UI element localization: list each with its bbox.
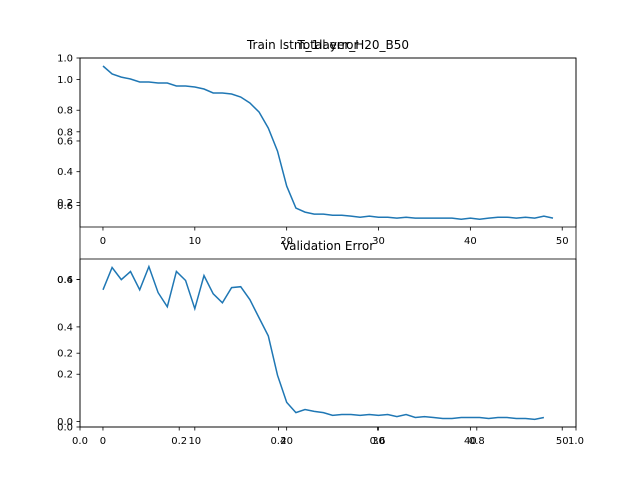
- y-tick-label: 0.2: [57, 198, 73, 209]
- data-line: [102, 65, 554, 220]
- y-tick-label: 0.8: [57, 106, 73, 117]
- x-tick-label: 20: [280, 436, 293, 447]
- x-tick-label: 0: [100, 236, 106, 247]
- x-tick-label: 50: [556, 436, 569, 447]
- y-tick-label: 0.6: [57, 201, 73, 212]
- y-tick-label: 1.0: [57, 75, 73, 86]
- x-tick-label: 40: [464, 436, 477, 447]
- y-tick-label: 1.0: [57, 54, 73, 65]
- y-tick-label: 0.0: [57, 417, 73, 428]
- y-tick-label: 0.4: [57, 275, 73, 286]
- x-tick-label: 30: [372, 236, 385, 247]
- y-tick-label: 0.6: [57, 275, 73, 286]
- data-line: [102, 264, 545, 421]
- axes-frame: [79, 258, 577, 428]
- y-tick-label: 0.2: [57, 370, 73, 381]
- x-tick-label: 0.8: [469, 436, 485, 447]
- x-tick-label: 0: [100, 436, 106, 447]
- y-tick-label: 0.6: [57, 136, 73, 147]
- x-tick-label: 20: [280, 236, 293, 247]
- y-tick-label: 0.4: [57, 167, 73, 178]
- x-tick-label: 0.0: [72, 436, 88, 447]
- x-tick-label: 0.6: [370, 436, 386, 447]
- x-tick-label: 50: [556, 236, 569, 247]
- x-tick-label: 40: [464, 236, 477, 247]
- x-tick-label: 1.0: [568, 436, 584, 447]
- axes-title: Total error: [297, 38, 359, 52]
- x-tick-label: 10: [188, 236, 201, 247]
- axes-title: Train lstm_1layer_H20_B50: [246, 38, 409, 52]
- y-tick-label: 0.4: [57, 322, 73, 333]
- y-tick-label: 0.2: [57, 349, 73, 360]
- y-tick-label: 0.8: [57, 127, 73, 138]
- x-tick-label: 0.4: [270, 436, 286, 447]
- axes-frame: [79, 57, 577, 228]
- x-tick-label: 10: [188, 436, 201, 447]
- x-tick-label: 30: [372, 436, 385, 447]
- y-tick-label: 0.0: [57, 423, 73, 434]
- axes-title: Validation Error: [282, 239, 374, 253]
- x-tick-label: 0.2: [171, 436, 187, 447]
